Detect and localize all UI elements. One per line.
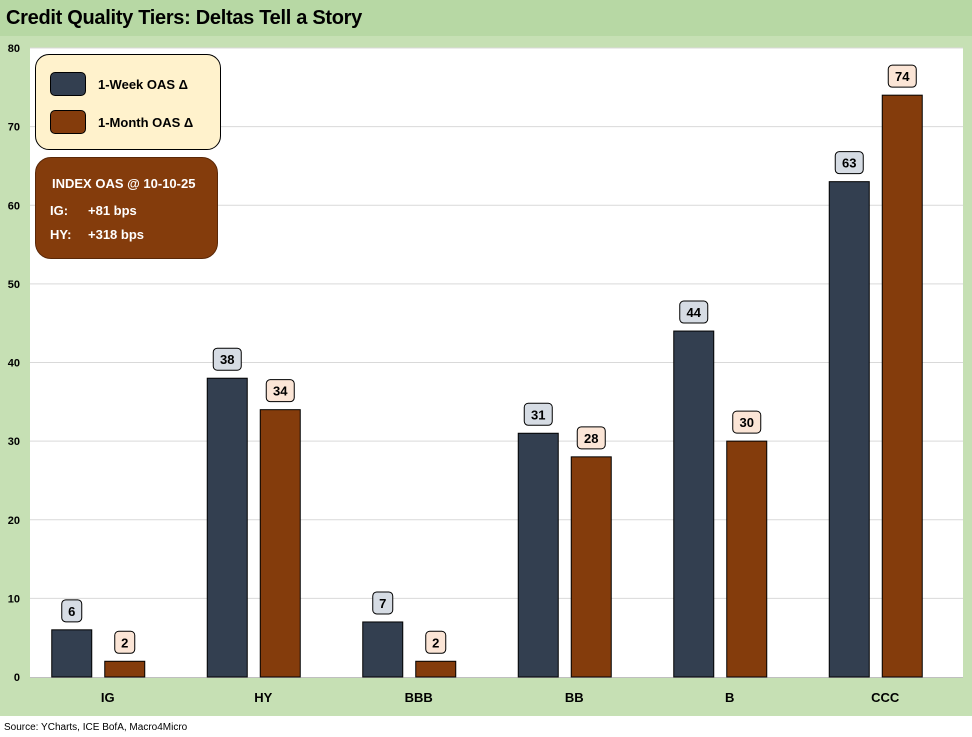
bar-week-ig — [51, 629, 93, 678]
data-label: 31 — [531, 407, 545, 422]
y-tick-label: 60 — [8, 200, 20, 212]
bar-month-bbb — [415, 660, 457, 678]
bar-week-b — [673, 330, 715, 678]
y-tick-label: 20 — [8, 515, 20, 527]
data-label-box — [732, 410, 762, 434]
bar-week-bb — [517, 432, 559, 678]
ig-value: +81 bps — [88, 203, 137, 218]
x-tick-label: B — [725, 690, 734, 705]
title-bar: Credit Quality Tiers: Deltas Tell a Stor… — [0, 0, 972, 37]
y-tick-label: 70 — [8, 122, 20, 134]
legend: 1-Week OAS Δ 1-Month OAS Δ — [35, 54, 221, 150]
legend-swatch-month — [50, 110, 86, 134]
data-label-box — [576, 426, 606, 450]
data-label-box — [61, 599, 83, 623]
ig-oas-line: IG: +81 bps — [50, 203, 137, 218]
legend-label-week: 1-Week OAS Δ — [98, 76, 189, 92]
hy-key: HY: — [50, 227, 72, 242]
legend-label-month: 1-Month OAS Δ — [98, 114, 194, 130]
legend-swatch-week — [50, 72, 86, 96]
legend-item-month: 1-Month OAS Δ — [50, 109, 193, 135]
data-label-box — [523, 402, 553, 426]
data-label: 28 — [584, 431, 598, 446]
data-label: 38 — [220, 352, 234, 367]
data-label: 44 — [687, 305, 702, 320]
chart-title: Credit Quality Tiers: Deltas Tell a Stor… — [6, 7, 362, 29]
data-label-box — [114, 630, 136, 654]
data-label: 2 — [121, 635, 128, 650]
data-label-box — [372, 591, 394, 615]
bar-week-bbb — [362, 621, 404, 678]
bar-week-ccc — [828, 181, 870, 678]
x-tick-label: CCC — [871, 690, 900, 705]
y-tick-label: 80 — [8, 43, 20, 55]
data-label: 30 — [740, 415, 754, 430]
y-tick-label: 10 — [8, 593, 20, 605]
legend-item-week: 1-Week OAS Δ — [50, 71, 188, 97]
data-label-box — [265, 379, 295, 403]
data-label-box — [834, 151, 864, 175]
x-tick-label: BBB — [405, 690, 433, 705]
data-label: 63 — [842, 156, 856, 171]
index-oas-title: INDEX OAS @ 10-10-25 — [52, 176, 196, 191]
y-tick-label: 40 — [8, 358, 20, 370]
data-label-box — [887, 64, 917, 88]
data-label-box — [212, 347, 242, 371]
hy-oas-line: HY: +318 bps — [50, 227, 144, 242]
x-tick-label: HY — [254, 690, 272, 705]
bar-month-hy — [259, 409, 301, 678]
bar-month-b — [726, 440, 768, 678]
data-label: 34 — [273, 384, 288, 399]
data-label-box — [679, 300, 709, 324]
data-label: 6 — [68, 604, 75, 619]
data-label-box — [425, 630, 447, 654]
y-tick-label: 50 — [8, 279, 20, 291]
hy-value: +318 bps — [88, 227, 145, 242]
x-tick-label: BB — [565, 690, 584, 705]
x-tick-label: IG — [101, 690, 115, 705]
ig-key: IG: — [50, 203, 69, 218]
bar-week-hy — [206, 377, 248, 678]
y-tick-label: 30 — [8, 436, 20, 448]
data-label: 74 — [895, 69, 910, 84]
source-note: Source: YCharts, ICE BofA, Macro4Micro — [4, 722, 188, 733]
bar-month-ccc — [881, 94, 923, 678]
data-label: 7 — [379, 596, 386, 611]
data-label: 2 — [432, 635, 439, 650]
index-oas-box: INDEX OAS @ 10-10-25 IG: +81 bps HY: +318 … — [35, 157, 218, 259]
y-tick-label: 0 — [14, 672, 20, 684]
bar-month-bb — [570, 456, 612, 678]
bar-month-ig — [104, 660, 146, 678]
